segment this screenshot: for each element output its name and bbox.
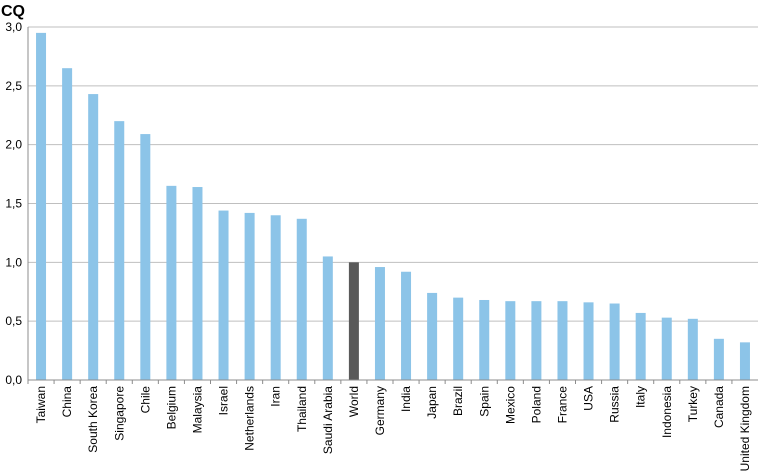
x-tick-label: Italy — [634, 386, 648, 408]
x-tick-label: Turkey — [686, 386, 700, 422]
x-tick-label: South Korea — [86, 386, 100, 453]
y-tick-label: 0,5 — [5, 314, 22, 328]
x-tick-label: Poland — [529, 386, 543, 423]
axes — [27, 27, 758, 384]
x-tick-label: Canada — [712, 386, 726, 428]
bar-india — [401, 271, 412, 380]
bar-world — [348, 262, 359, 380]
bar-japan — [427, 292, 438, 380]
x-tick-label: Indonesia — [660, 386, 674, 438]
x-tick-label: Netherlands — [243, 386, 257, 451]
bar-south-korea — [88, 94, 99, 380]
bar-mexico — [505, 301, 516, 380]
bar-taiwan — [36, 32, 47, 381]
y-tick-label: 2,5 — [5, 79, 22, 93]
x-tick-label: Russia — [608, 386, 622, 423]
x-tick-label: Spain — [477, 386, 491, 417]
bar-russia — [609, 303, 620, 380]
bar-brazil — [453, 297, 464, 380]
x-tick-label: India — [399, 386, 413, 412]
bar-israel — [218, 210, 229, 380]
y-tick-label: 1,0 — [5, 255, 22, 269]
x-tick-label: Saudi Arabia — [321, 386, 335, 454]
x-tick-labels: Taiwan China South Korea Singapore Chile Belg… — [34, 386, 752, 472]
bar-spain — [479, 299, 490, 380]
x-tick-label: USA — [582, 386, 596, 411]
x-tick-label: Chile — [138, 386, 152, 414]
x-tick-label: Malaysia — [190, 386, 204, 434]
x-tick-label: World — [347, 386, 361, 417]
x-tick-label: Mexico — [503, 386, 517, 424]
x-tick-label: Singapore — [112, 386, 126, 441]
bar-turkey — [687, 318, 698, 380]
x-tick-label: Germany — [373, 386, 387, 435]
x-tick-label: Brazil — [451, 386, 465, 416]
bar-saudi-arabia — [322, 256, 333, 380]
bar-germany — [374, 267, 385, 380]
x-tick-label: Japan — [425, 386, 439, 419]
x-tick-label: United Kingdom — [738, 386, 752, 471]
bar-indonesia — [661, 317, 672, 380]
bar-united-kingdom — [739, 342, 750, 380]
y-tick-label: 0,0 — [5, 373, 22, 387]
x-tick-label: Iran — [269, 386, 283, 407]
bar-chile — [140, 134, 151, 380]
bar-iran — [270, 215, 281, 380]
bar-belgium — [166, 185, 177, 380]
y-tick-labels: 0,0 0,5 1,0 1,5 2,0 2,5 3,0 — [5, 20, 22, 387]
x-tick-label: China — [60, 386, 74, 418]
x-tick-label: Thailand — [295, 386, 309, 432]
x-tick-label: France — [555, 386, 569, 424]
bar-canada — [713, 338, 724, 380]
y-tick-label: 3,0 — [5, 20, 22, 34]
x-tick-label: Taiwan — [34, 386, 48, 423]
x-tick-label: Israel — [217, 386, 231, 415]
bar-singapore — [114, 121, 125, 380]
bar-poland — [531, 301, 542, 380]
bar-malaysia — [192, 187, 203, 380]
y-axis-label: CQ — [1, 3, 25, 20]
bar-netherlands — [244, 212, 255, 380]
bar-thailand — [296, 218, 307, 380]
bars — [36, 32, 750, 381]
y-tick-label: 1,5 — [5, 197, 22, 211]
y-tick-label: 2,0 — [5, 138, 22, 152]
bar-china — [62, 68, 73, 380]
bar-italy — [635, 312, 646, 380]
x-tick-label: Belgium — [164, 386, 178, 429]
bar-usa — [583, 302, 594, 380]
bar-france — [557, 301, 568, 380]
gridlines — [28, 26, 758, 322]
